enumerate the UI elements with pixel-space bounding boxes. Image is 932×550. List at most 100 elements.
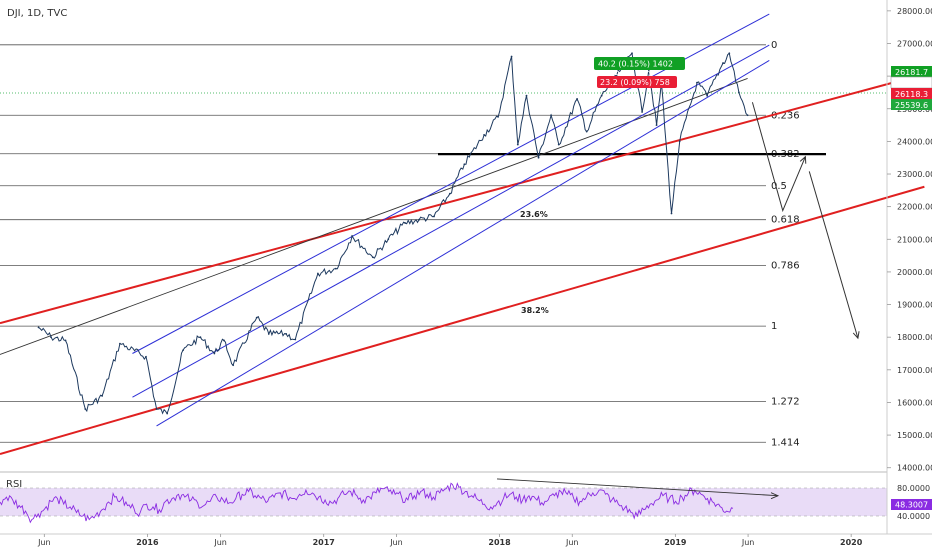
price-point (317, 272, 319, 275)
price-point (600, 94, 603, 97)
red-trendline (0, 185, 925, 455)
price-point (728, 52, 731, 55)
y-tick-label: 16000.00 (897, 398, 932, 407)
chart-title: DJI, 1D, TVC (7, 8, 67, 19)
price-point (145, 355, 147, 358)
price-point (550, 114, 552, 117)
black-trendline (0, 77, 748, 355)
measure-tag-green: 40.2 (0.15%) 1402 (598, 60, 673, 69)
rsi-divergence-arrow-head (770, 492, 780, 500)
y-tick-label: 18000.00 (897, 333, 932, 342)
price-point (213, 352, 216, 355)
x-tick-label: Jun (741, 538, 755, 547)
price-point (255, 316, 258, 319)
price-point (267, 333, 270, 335)
price-point (557, 143, 560, 146)
y-tick-label: 19000.00 (897, 301, 932, 310)
rsi-current-label: 48.3007 (895, 501, 928, 510)
price-point (722, 62, 724, 64)
price-point (516, 143, 519, 146)
price-point (706, 94, 709, 97)
price-point (351, 235, 354, 237)
price-point (37, 326, 40, 329)
channel-line (156, 60, 770, 427)
price-point (404, 222, 407, 224)
y-tick-label: 20000.00 (897, 268, 932, 277)
price-point (285, 333, 288, 335)
measure-tag-middle: 49.7 ... 10 (610, 70, 651, 79)
price-point (631, 52, 633, 55)
rsi-panel: RSI (0, 471, 887, 524)
price-tag-bg (891, 99, 932, 110)
price-point (166, 412, 169, 415)
price-point (50, 336, 52, 339)
price-tag-bg (891, 88, 932, 99)
measure-tag-green-bg (594, 57, 685, 70)
price-point (84, 408, 87, 410)
price-point (696, 81, 698, 84)
price-point (641, 111, 644, 113)
rsi-line (0, 482, 734, 524)
price-point (510, 55, 513, 58)
rsi-tick-label: 40.0000 (897, 512, 930, 521)
projection-arrow (808, 171, 859, 339)
price-point (119, 342, 121, 345)
fib-level-label: 1 (771, 321, 777, 332)
x-tick-label: Jun (37, 538, 51, 547)
price-point (223, 339, 225, 342)
price-point (199, 336, 202, 339)
price-tag-label: 26141.5 (895, 79, 928, 88)
fib-level-label: 0.5 (771, 181, 787, 192)
price-point (670, 212, 673, 215)
price-tag-label: 26118.3 (895, 90, 928, 99)
price-point (64, 339, 67, 342)
x-tick-label: 2018 (488, 538, 511, 547)
price-point (387, 238, 390, 241)
y-tick-label: 22000.00 (897, 203, 932, 212)
red-trendline (0, 73, 925, 325)
x-tick-label: 2019 (664, 538, 687, 547)
price-point (678, 140, 681, 143)
fib-level-label: 0.786 (771, 260, 800, 271)
y-tick-label: 14000.00 (897, 464, 932, 473)
measure-tag-red-bg (597, 76, 677, 88)
price-point (746, 114, 749, 117)
price-point (334, 267, 337, 270)
price-point (155, 408, 158, 410)
fib-level-label: 0.618 (771, 215, 800, 226)
x-tick-label: Jun (565, 538, 579, 547)
price-point (371, 256, 374, 259)
x-tick-label: 2016 (136, 538, 159, 547)
fib-level-label: 1.272 (771, 396, 800, 407)
x-tick-label: Jun (389, 538, 403, 547)
price-point (433, 215, 435, 218)
price-point (449, 192, 451, 195)
y-tick-label: 21000.00 (897, 235, 932, 244)
y-tick-label: 23000.00 (897, 170, 932, 179)
price-point (497, 116, 499, 118)
measure-tag-red: 23.2 (0.09%) 758 (600, 78, 670, 87)
projection-arrow-head (852, 331, 860, 340)
y-tick-label: 28000.00 (897, 7, 932, 16)
price-point (585, 130, 588, 133)
fib-level-label: 1.414 (771, 437, 800, 448)
fib-level-label: 0.236 (771, 110, 800, 121)
price-point (483, 133, 486, 136)
rsi-current-bg (891, 499, 932, 510)
x-tick-label: Jun (213, 538, 227, 547)
channel-line (132, 13, 770, 354)
rsi-divergence-line (496, 478, 779, 497)
price-point (738, 91, 740, 94)
fib-level-label: 0 (771, 40, 777, 51)
price-point (525, 94, 528, 97)
y-tick-label: 17000.00 (897, 366, 932, 375)
annotation-fib-38-2: 38.2% (521, 306, 549, 315)
trendlines (0, 13, 925, 455)
price-point (101, 395, 104, 397)
price-tag-label: 25539.6 (895, 101, 928, 110)
